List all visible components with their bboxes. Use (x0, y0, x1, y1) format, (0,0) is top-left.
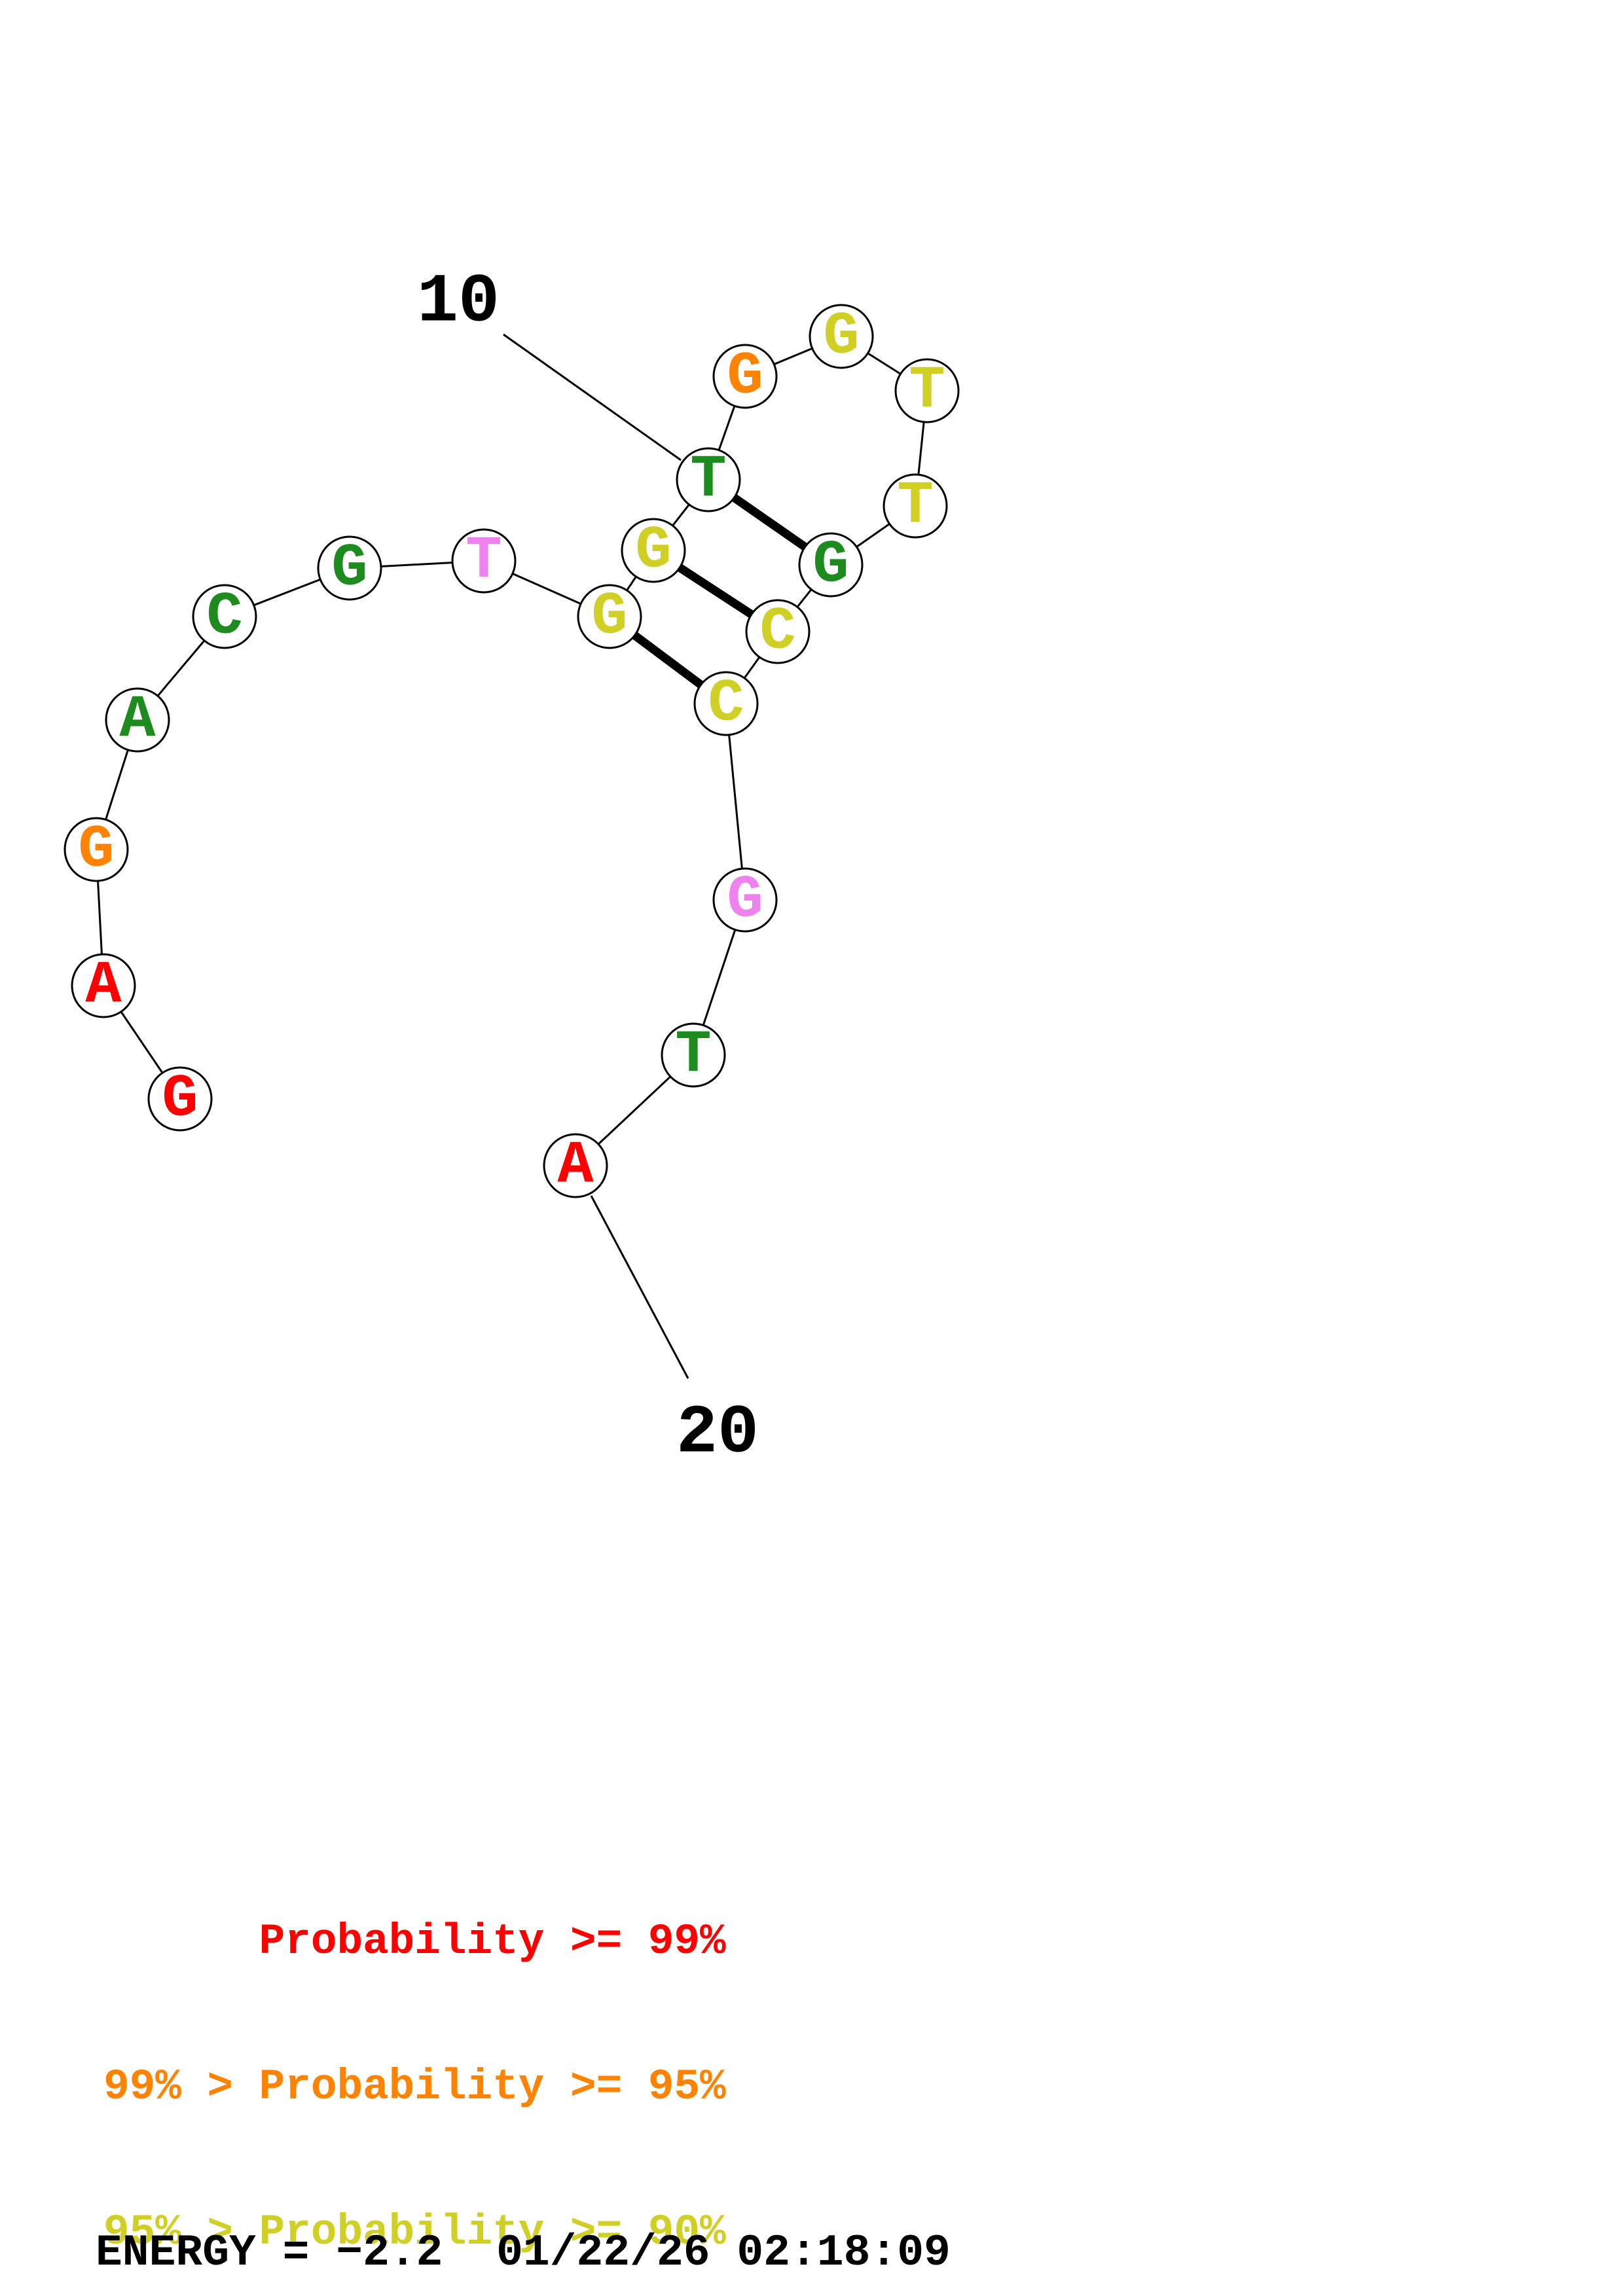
nucleotide-circle (64, 817, 129, 882)
nucleotide-circle (676, 447, 741, 512)
nucleotide-base: G (727, 866, 763, 935)
nucleotide-circle (809, 304, 874, 369)
nucleotide-circle (712, 867, 778, 933)
nucleotide-base: G (727, 342, 763, 411)
nucleotide-circle (451, 528, 517, 594)
nucleotide-circle (712, 344, 778, 409)
nucleotide-base: G (78, 816, 114, 884)
probability-legend: Probability >= 99% 99% > Probability >= … (103, 1821, 726, 2296)
nucleotide-base: G (812, 531, 848, 600)
nucleotide-base: C (759, 598, 795, 666)
nucleotide-circle (317, 535, 382, 601)
nucleotide-base: T (897, 472, 933, 541)
index-label: 20 (676, 1395, 759, 1473)
nucleotide-circle (71, 953, 136, 1018)
legend-row-prob-90-95: 95% > Probability >= 90% (103, 2208, 726, 2257)
legend-row-prob-95-99: 99% > Probability >= 95% (103, 2062, 726, 2111)
nucleotide-circle (621, 518, 686, 583)
nucleotide-circle (693, 671, 759, 736)
nucleotide-circle (147, 1066, 213, 1132)
nucleotide-base: G (823, 302, 859, 371)
nucleotide-circle (105, 687, 170, 753)
nucleotide-circle (577, 584, 642, 649)
backbone-bond (725, 703, 746, 901)
energy-caption: ENERGY = −2.2 01/22/26 02:18:09 (96, 2228, 951, 2278)
index-label-line (503, 333, 682, 461)
nucleotide-base: G (591, 583, 627, 651)
nucleotide-circle (883, 473, 948, 539)
nucleotide-circle (745, 599, 811, 664)
legend-row-prob-ge-99: Probability >= 99% (103, 1917, 726, 1966)
index-label-line (590, 1195, 689, 1379)
nucleotide-circle (661, 1022, 726, 1088)
nucleotide-base: T (675, 1021, 711, 1090)
nucleotide-circle (543, 1133, 608, 1198)
nucleotide-base: A (557, 1132, 594, 1200)
nucleotide-base: G (331, 534, 367, 603)
nucleotide-circle (894, 358, 960, 423)
nucleotide-base: T (690, 446, 726, 514)
nucleotide-base: T (909, 357, 945, 425)
nucleotide-base: A (85, 952, 122, 1020)
nucleotide-base: C (206, 583, 242, 651)
nucleotide-base: C (708, 670, 744, 738)
nucleotide-base: T (465, 527, 501, 596)
nucleotide-base: G (162, 1065, 198, 1134)
index-label: 10 (417, 264, 500, 342)
nucleotide-circle (798, 532, 864, 598)
nucleotide-circle (192, 584, 257, 649)
nucleotide-base: A (119, 686, 156, 755)
nucleotide-base: G (635, 516, 671, 585)
